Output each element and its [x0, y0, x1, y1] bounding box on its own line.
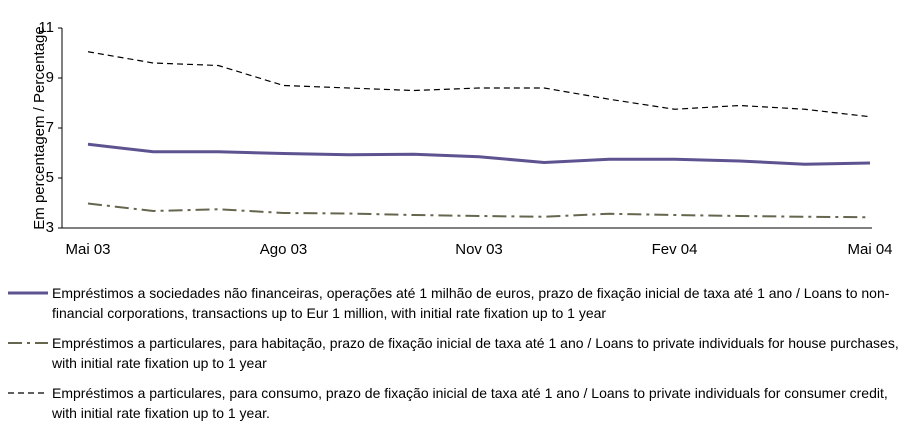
x-tick-label: Fev 04 [652, 241, 698, 258]
x-tick-label: Mai 04 [847, 241, 892, 258]
legend-item: Empréstimos a particulares, para habitaç… [0, 333, 918, 377]
legend-label: Empréstimos a particulares, para habitaç… [52, 335, 899, 371]
x-tick-label: Mai 03 [65, 241, 110, 258]
legend-label: Empréstimos a particulares, para consumo… [52, 385, 888, 421]
x-tick-label: Nov 03 [455, 241, 503, 258]
y-tick-label: 3 [46, 219, 54, 236]
y-tick-label: 7 [46, 119, 54, 136]
y-axis-label: Em percentagem / Percentage [31, 26, 48, 229]
legend-label: Empréstimos a sociedades não financeiras… [52, 285, 890, 321]
line-series [87, 202, 871, 219]
line-series [87, 51, 871, 118]
legend-item: Empréstimos a particulares, para consumo… [0, 383, 918, 427]
line-series [87, 142, 871, 166]
x-tick-label: Ago 03 [260, 241, 308, 258]
legend-swatch [8, 342, 48, 344]
chart: Em percentagem / Percentage 3 5 7 9 11 Mai 03… [31, 19, 893, 258]
legend-swatch [8, 392, 48, 394]
y-tick-label: 11 [38, 19, 54, 36]
legend-swatch [8, 291, 48, 295]
y-tick-label: 9 [46, 69, 54, 86]
legend-item: Empréstimos a sociedades não financeiras… [0, 283, 918, 327]
y-tick-label: 5 [46, 169, 54, 186]
